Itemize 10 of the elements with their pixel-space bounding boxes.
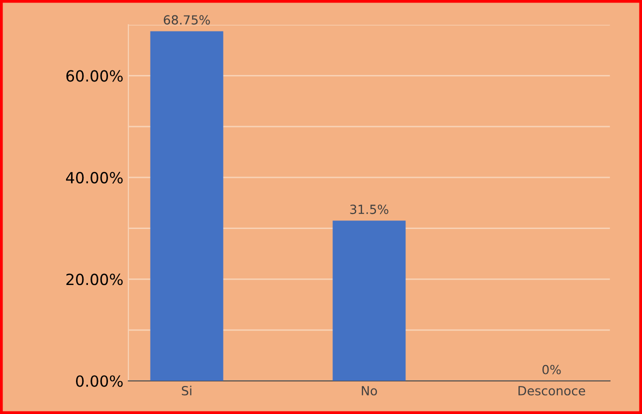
y-tick-label: 60.00% <box>66 70 123 82</box>
y-tick-label: 20.00% <box>66 274 123 286</box>
x-tick-label: Desconoce <box>518 386 586 396</box>
data-label: 31.5% <box>350 204 388 214</box>
x-tick-label: Si <box>182 386 192 396</box>
y-tick-label: 0.00% <box>76 375 123 387</box>
data-label: 0% <box>542 364 561 374</box>
x-tick-label: No <box>362 386 377 396</box>
y-tick-label: 40.00% <box>66 172 123 184</box>
data-label: 68.75% <box>164 15 210 25</box>
